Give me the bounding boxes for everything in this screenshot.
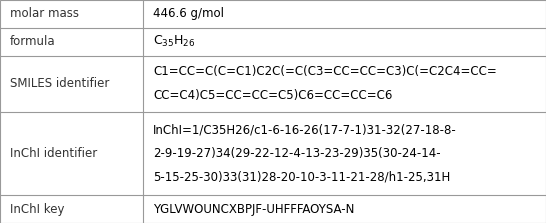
Text: $\mathregular{C_{35}H_{26}}$: $\mathregular{C_{35}H_{26}}$	[153, 34, 195, 49]
Text: formula: formula	[10, 35, 56, 48]
Text: SMILES identifier: SMILES identifier	[10, 77, 109, 90]
Text: molar mass: molar mass	[10, 7, 79, 21]
Text: 5-15-25-30)33(31)28-20-10-3-11-21-28/h1-25,31H: 5-15-25-30)33(31)28-20-10-3-11-21-28/h1-…	[153, 170, 450, 183]
Text: InChI key: InChI key	[10, 202, 64, 216]
Text: InChI identifier: InChI identifier	[10, 147, 97, 160]
Text: 446.6 g/mol: 446.6 g/mol	[153, 7, 224, 21]
Text: CC=C4)C5=CC=CC=C5)C6=CC=CC=C6: CC=C4)C5=CC=CC=C5)C6=CC=CC=C6	[153, 89, 392, 102]
Text: YGLVWOUNCXBPJF-UHFFFAOYSA-N: YGLVWOUNCXBPJF-UHFFFAOYSA-N	[153, 202, 354, 216]
Text: C1=CC=C(C=C1)C2C(=C(C3=CC=CC=C3)C(=C2C4=CC=: C1=CC=C(C=C1)C2C(=C(C3=CC=CC=C3)C(=C2C4=…	[153, 65, 497, 78]
Text: 2-9-19-27)34(29-22-12-4-13-23-29)35(30-24-14-: 2-9-19-27)34(29-22-12-4-13-23-29)35(30-2…	[153, 147, 441, 160]
Text: InChI=1/C35H26/c1-6-16-26(17-7-1)31-32(27-18-8-: InChI=1/C35H26/c1-6-16-26(17-7-1)31-32(2…	[153, 123, 456, 136]
